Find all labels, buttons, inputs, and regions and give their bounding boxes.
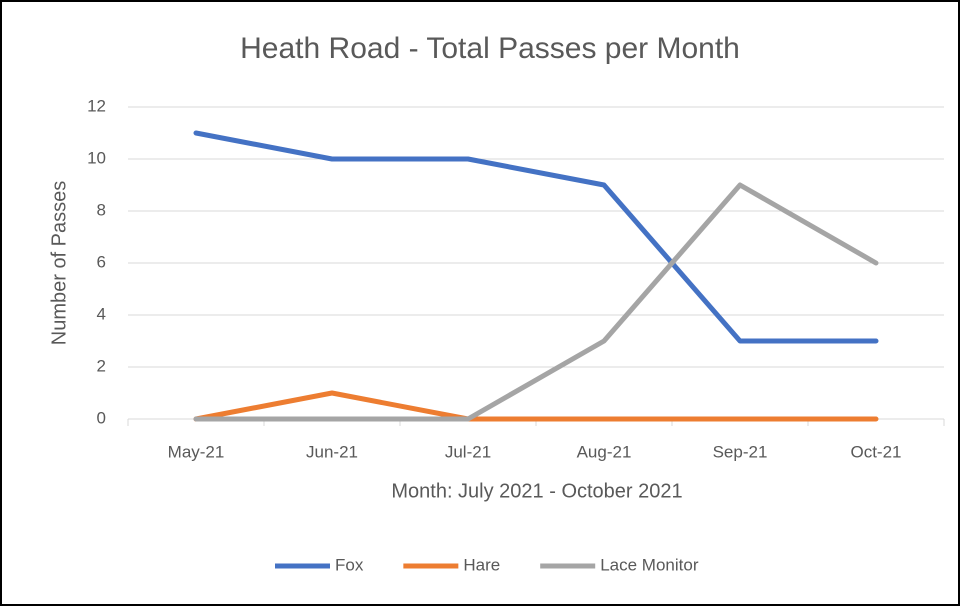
y-tick-label: 2: [97, 356, 106, 375]
legend-label: Hare: [463, 555, 500, 574]
x-tick-label: Jul-21: [445, 442, 491, 461]
y-tick-label: 6: [97, 252, 106, 271]
series-line: [193, 390, 879, 422]
series-line: [193, 130, 879, 344]
x-tick-label: Sep-21: [713, 442, 768, 461]
y-tick-label: 12: [87, 96, 106, 115]
x-tick-label: Jun-21: [306, 442, 358, 461]
x-tick-label: Oct-21: [850, 442, 901, 461]
y-tick-label: 10: [87, 148, 106, 167]
x-tick-label: Aug-21: [577, 442, 632, 461]
series-line: [193, 182, 879, 422]
y-tick-label: 8: [97, 200, 106, 219]
y-tick-label: 0: [97, 408, 106, 427]
x-axis-label: Month: July 2021 - October 2021: [391, 480, 682, 502]
x-tick-label: May-21: [168, 442, 225, 461]
y-axis-label: Number of Passes: [48, 181, 70, 346]
legend-label: Lace Monitor: [600, 555, 699, 574]
y-tick-label: 4: [97, 304, 106, 323]
legend-label: Fox: [335, 555, 364, 574]
chart-title: Heath Road - Total Passes per Month: [240, 32, 740, 65]
